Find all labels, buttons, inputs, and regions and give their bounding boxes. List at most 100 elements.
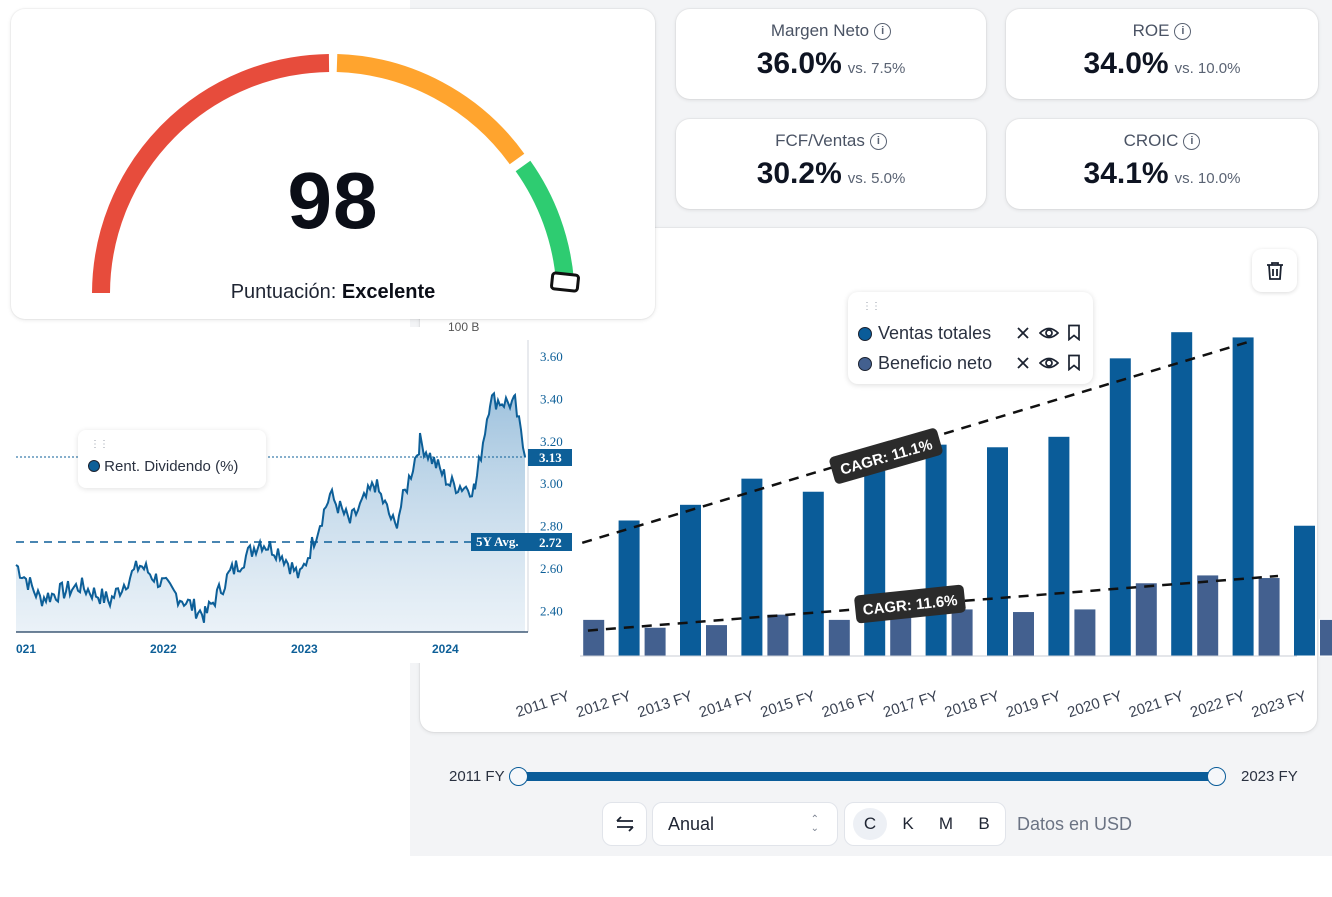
x-tick-label: 2021 FY — [1127, 688, 1186, 722]
info-icon[interactable]: i — [874, 22, 892, 40]
trash-icon — [1266, 261, 1283, 280]
range-slider-start-handle[interactable] — [509, 767, 528, 786]
bar-ventas-2020-fy[interactable] — [1108, 357, 1132, 657]
swap-icon — [615, 816, 634, 832]
bookmark-icon[interactable] — [1067, 324, 1081, 341]
eye-icon[interactable] — [1039, 325, 1059, 341]
x-tick: 2022 — [150, 642, 177, 656]
bar-ventas-2016-fy[interactable] — [863, 469, 887, 657]
metric-label: CROIC — [1123, 131, 1179, 150]
bar-beneficio-2014-fy[interactable] — [766, 613, 790, 657]
bar-ventas-2014-fy[interactable] — [740, 477, 764, 657]
legend-label: Beneficio neto — [878, 353, 993, 373]
bookmark-icon[interactable] — [1067, 354, 1081, 371]
metric-value: 34.0% — [1083, 47, 1169, 80]
x-tick-label: 2019 FY — [1004, 688, 1063, 722]
score-rating-value: Excelente — [341, 281, 436, 303]
score-gauge-card: 98 Puntuación: Excelente — [11, 9, 655, 319]
metric-benchmark: vs. 7.5% — [847, 60, 906, 77]
metric-label: Margen Neto — [770, 21, 870, 40]
cagr-badge-beneficio: CAGR: 11.6% — [854, 584, 966, 624]
trend-ventas — [564, 340, 1249, 550]
y-tick: 2.60 — [540, 561, 563, 576]
bar-beneficio-2022-fy[interactable] — [1257, 577, 1281, 657]
current-value-text: 3.13 — [539, 450, 562, 465]
cut-axis-label: 100 B — [448, 320, 479, 334]
bar-beneficio-2012-fy[interactable] — [643, 626, 667, 657]
legend-swatch — [88, 460, 100, 472]
swap-axes-button[interactable] — [602, 802, 647, 846]
currency-note: Datos en USD — [1017, 814, 1133, 834]
unit-button-b[interactable]: B — [978, 814, 990, 833]
x-tick: 2024 — [432, 642, 459, 656]
bar-beneficio-2015-fy[interactable] — [827, 618, 851, 657]
x-tick-label: 2018 FY — [943, 688, 1002, 722]
bar-beneficio-2020-fy[interactable] — [1134, 582, 1158, 657]
info-icon[interactable]: i — [1183, 132, 1201, 150]
x-tick-label: 2015 FY — [758, 688, 817, 722]
info-icon[interactable]: i — [869, 132, 887, 150]
dividend-chart: 100 B 3.603.403.203.002.802.602.40 3.13 … — [15, 320, 572, 656]
x-tick-label: 2011 FY — [514, 688, 572, 721]
bar-ventas-2012-fy[interactable] — [617, 519, 641, 657]
unit-button-m[interactable]: M — [938, 814, 954, 833]
bar-ventas-2019-fy[interactable] — [1047, 435, 1071, 657]
metric-value: 30.2% — [756, 157, 842, 190]
x-tick-label: 2016 FY — [820, 688, 879, 722]
bar-ventas-2023-fy[interactable] — [1293, 524, 1316, 657]
x-tick-label: 2012 FY — [574, 688, 633, 722]
period-select-value: Anual — [668, 814, 715, 834]
drag-handle-icon[interactable]: ⋮⋮ — [90, 439, 109, 450]
gauge-segment-mid — [336, 54, 525, 165]
chart-legend[interactable]: ⋮⋮ Ventas totales Beneficio neto — [848, 292, 1093, 384]
bar-beneficio-2013-fy[interactable] — [705, 624, 728, 657]
x-tick-label: 2014 FY — [697, 688, 756, 722]
bar-beneficio-2017-fy[interactable] — [950, 608, 974, 657]
bar-beneficio-2023-fy[interactable] — [1319, 618, 1332, 657]
range-end-label: 2023 FY — [1241, 768, 1298, 785]
legend-label: Ventas totales — [878, 323, 992, 343]
bar-ventas-2017-fy[interactable] — [924, 443, 948, 657]
unit-toggle-group: C K M B — [844, 802, 1006, 846]
x-tick-label: 2013 FY — [636, 688, 695, 722]
unit-button-c[interactable]: C — [853, 808, 887, 840]
range-slider-track[interactable] — [518, 772, 1217, 781]
legend-item-ventas[interactable]: Ventas totales — [858, 323, 991, 344]
bar-ventas-2022-fy[interactable] — [1231, 336, 1255, 657]
y-tick: 2.40 — [540, 603, 563, 618]
dividend-line — [15, 391, 526, 623]
close-icon[interactable] — [1015, 325, 1031, 341]
bar-beneficio-2018-fy[interactable] — [1012, 611, 1035, 657]
bar-ventas-2018-fy[interactable] — [986, 446, 1009, 657]
bar-beneficio-2019-fy[interactable] — [1073, 608, 1097, 657]
bar-ventas-2013-fy[interactable] — [679, 503, 702, 657]
metric-value: 36.0% — [756, 47, 842, 80]
close-icon[interactable] — [1015, 355, 1031, 371]
gauge-marker — [550, 271, 580, 293]
period-select[interactable]: Anual ⌃ ⌄ — [652, 802, 838, 846]
metric-benchmark: vs. 5.0% — [847, 170, 906, 187]
eye-icon[interactable] — [1039, 355, 1059, 371]
delete-chart-button[interactable] — [1252, 249, 1297, 292]
bar-beneficio-2016-fy[interactable] — [889, 613, 913, 657]
score-gauge — [92, 54, 580, 294]
x-tick: 2023 — [291, 642, 318, 656]
range-slider-end-handle[interactable] — [1207, 767, 1226, 786]
bar-beneficio-2021-fy[interactable] — [1196, 574, 1220, 657]
dividend-legend[interactable]: ⋮⋮ Rent. Dividendo (%) — [78, 430, 266, 488]
score-rating: Puntuación: Excelente — [11, 281, 655, 304]
info-icon[interactable]: i — [1174, 22, 1192, 40]
drag-handle-icon[interactable]: ⋮⋮ — [862, 301, 881, 312]
metric-label: FCF/Ventas — [775, 131, 865, 150]
chevron-updown-icon: ⌃ ⌄ — [810, 814, 819, 834]
legend-swatch — [858, 356, 872, 371]
bar-ventas-2015-fy[interactable] — [801, 490, 825, 657]
avg-value-tag — [528, 533, 572, 551]
unit-button-k[interactable]: K — [902, 814, 914, 833]
current-value-tag — [528, 449, 572, 466]
legend-item-beneficio[interactable]: Beneficio neto — [858, 353, 992, 374]
metric-card-croic: CROIC i 34.1% vs. 10.0% — [1006, 119, 1318, 209]
x-tick-label: 2022 FY — [1188, 688, 1247, 722]
bar-ventas-2021-fy[interactable] — [1170, 331, 1194, 657]
